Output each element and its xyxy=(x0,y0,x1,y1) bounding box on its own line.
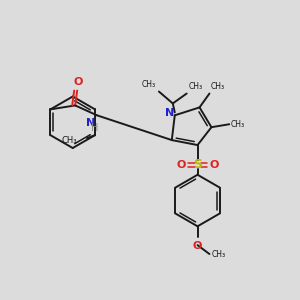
Text: O: O xyxy=(210,160,219,170)
Text: N: N xyxy=(86,118,96,128)
Text: CH₃: CH₃ xyxy=(230,120,244,129)
Text: O: O xyxy=(74,76,83,87)
Text: O: O xyxy=(176,160,185,170)
Text: CH₃: CH₃ xyxy=(210,82,225,91)
Text: N: N xyxy=(165,108,174,118)
Text: O: O xyxy=(193,241,202,251)
Text: CH₃: CH₃ xyxy=(212,250,226,259)
Text: CH₃: CH₃ xyxy=(142,80,156,88)
Text: CH₃: CH₃ xyxy=(189,82,203,91)
Text: CH₃: CH₃ xyxy=(62,136,77,145)
Text: S: S xyxy=(193,158,202,171)
Text: H: H xyxy=(91,123,99,133)
